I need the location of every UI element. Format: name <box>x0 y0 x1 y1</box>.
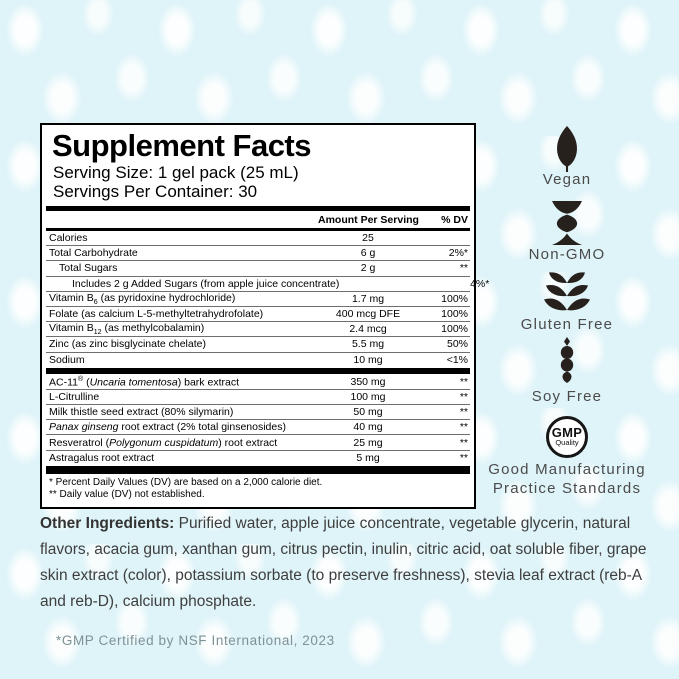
dna-icon <box>478 201 656 245</box>
table-row: Calories 25 <box>49 232 374 245</box>
column-header-dv: % DV <box>441 213 468 226</box>
other-ingredients: Other Ingredients: Purified water, apple… <box>40 511 648 615</box>
table-header-row: Amount Per Serving % DV <box>46 211 470 228</box>
wheat-icon <box>478 271 656 311</box>
serving-size: Serving Size: 1 gel pack (25 mL) <box>53 163 299 182</box>
table-row: Panax ginseng root extract (2% total gin… <box>46 419 470 434</box>
badge-label-gmp: Good Manufacturing Practice Standards <box>488 461 646 497</box>
table-row: Resveratrol (Polygonum cuspidatum) root … <box>46 434 470 449</box>
table-row: Vitamin B12 (as methylcobalamin) 2.4 mcg 1… <box>46 321 470 336</box>
gmp-seal-icon: GMP Quality <box>478 416 656 458</box>
facts-table-botanicals: AC-11® (Uncaria tomentosa) bark extract 3… <box>46 375 470 465</box>
badge-label-vegan: Vegan <box>542 171 592 188</box>
gmp-seal-circle: GMP Quality <box>546 416 588 458</box>
footnote-not-established: ** Daily value (DV) not established. <box>49 489 205 501</box>
gmp-certification-note: *GMP Certified by NSF International, 202… <box>56 633 335 648</box>
column-header-amount: Amount Per Serving <box>318 213 419 226</box>
servings-per-container: Servings Per Container: 30 <box>53 181 258 201</box>
gmp-seal-subtext: Quality <box>555 438 579 447</box>
divider-bar <box>46 465 470 474</box>
other-ingredients-text: Purified water, apple juice concentrate,… <box>40 515 647 610</box>
table-row: Zinc (as zinc bisglycinate chelate) 5.5 m… <box>46 336 470 351</box>
table-row: Includes 2 g Added Sugars (from apple ju… <box>46 275 489 291</box>
table-row: Sodium 10 mg <1% <box>46 351 470 367</box>
table-row: Vitamin B6 (as pyridoxine hydrochloride)… <box>46 290 470 306</box>
table-row: Total Carbohydrate 6 g 2%* <box>46 245 470 260</box>
badge-label-non-gmo: Non-GMO <box>528 246 606 263</box>
footnote-dv: * Percent Daily Values (DV) are based on… <box>49 476 323 488</box>
table-row: L-Citrulline 100 mg ** <box>46 388 470 404</box>
table-row: AC-11® (Uncaria tomentosa) bark extract 3… <box>49 375 468 389</box>
facts-table-nutrients: Calories 25 Total Carbohydrate 6 g 2%* Total … <box>46 231 489 367</box>
leaf-icon <box>478 126 656 172</box>
table-row: Astragalus root extract 5 mg ** <box>46 449 470 465</box>
certification-badges: Vegan Non-GMO Gluten Free Soy Free GM <box>478 0 656 679</box>
divider-bar <box>46 228 470 231</box>
table-row: Folate (as calcium L-5-methyltetrahydrof… <box>46 305 470 321</box>
divider-bar <box>46 367 470 374</box>
badge-label-gluten-free: Gluten Free <box>520 316 614 333</box>
table-row: Total Sugars 2 g ** <box>46 260 470 275</box>
panel-title: Supplement Facts <box>52 128 312 163</box>
soybean-icon <box>478 337 656 383</box>
divider-bar <box>46 206 470 211</box>
footnotes: * Percent Daily Values (DV) are based on… <box>46 474 470 502</box>
gmp-seal-text: GMP <box>551 425 583 440</box>
badge-label-soy-free: Soy Free <box>531 388 603 405</box>
other-ingredients-label: Other Ingredients: <box>40 515 175 532</box>
supplement-facts-panel: Supplement Facts Serving Size: 1 gel pac… <box>40 123 489 509</box>
table-row: Milk thistle seed extract (80% silymarin… <box>46 404 470 419</box>
